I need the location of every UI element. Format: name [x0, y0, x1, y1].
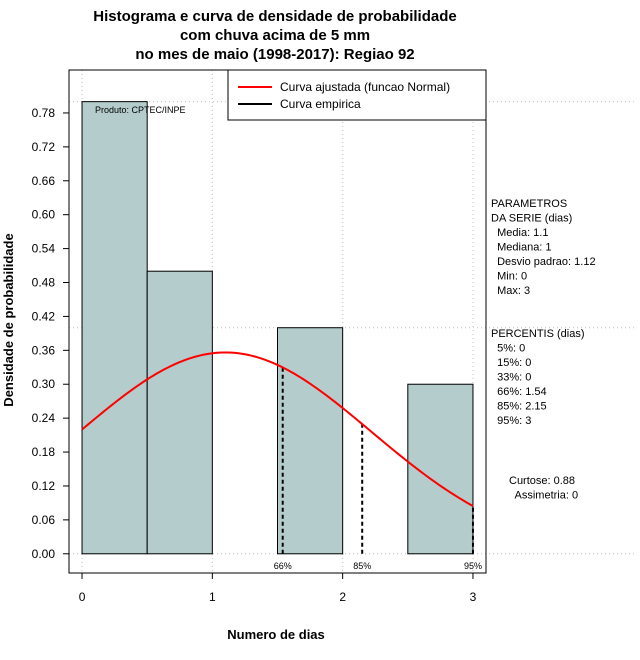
- y-tick-label-2: 0.12: [32, 479, 56, 493]
- percentis-line-5: 85%: 2.15: [491, 401, 547, 413]
- legend-label-empirical: Curva empirica: [280, 97, 361, 111]
- y-tick-label-13: 0.78: [32, 106, 56, 120]
- y-tick-label-8: 0.48: [32, 276, 56, 290]
- percentis-line-1: 5%: 0: [491, 343, 525, 355]
- percentis-block: PERCENTIS (dias) 5%: 0 15%: 0 33%: 0 66%…: [491, 328, 585, 427]
- params-line-4: Desvio padrao: 1.12: [491, 256, 596, 268]
- product-label: Produto: CPTEC/INPE: [95, 105, 186, 115]
- bars-layer: [81, 101, 474, 555]
- params-line-2: Media: 1.1: [491, 227, 548, 239]
- percentile-marker-label-2: 95%: [464, 561, 482, 571]
- axes-layer: 0 1 2 3 0.00 0.06 0.12 0.18 0.24 0.30 0.36 0.42 0.48…: [32, 106, 477, 604]
- legend: Curva ajustada (funcao Normal) Curva emp…: [227, 69, 487, 121]
- x-axis-label: Numero de dias: [227, 627, 325, 642]
- normal-curve-line: [81, 351, 474, 507]
- x-tick-label-2: 2: [339, 590, 346, 604]
- y-tick-label-3: 0.18: [32, 445, 56, 459]
- y-tick-label-11: 0.66: [32, 174, 56, 188]
- stats-block: Curtose: 0.88 Assimetria: 0: [509, 475, 578, 502]
- percentis-line-6: 95%: 3: [491, 415, 531, 427]
- percentile-marker-label-0: 66%: [274, 561, 292, 571]
- histogram-bar-0: [81, 101, 148, 555]
- percentis-line-0: PERCENTIS (dias): [491, 328, 585, 340]
- histogram-bar-1: [146, 270, 213, 555]
- x-tick-label-0: 0: [79, 590, 86, 604]
- percentile-marker-label-1: 85%: [353, 561, 371, 571]
- chart-title-line-3: no mes de maio (1998-2017): Regiao 92: [135, 46, 414, 63]
- percentis-line-2: 15%: 0: [491, 357, 531, 369]
- params-block: PARAMETROS DA SERIE (dias) Media: 1.1 Med…: [491, 198, 596, 297]
- params-line-3: Mediana: 1: [491, 242, 552, 254]
- percentis-line-4: 66%: 1.54: [491, 386, 547, 398]
- chart-title-line-1: Histograma e curva de densidade de proba…: [93, 8, 456, 25]
- y-tick-label-9: 0.54: [32, 242, 56, 256]
- params-line-1: DA SERIE (dias): [491, 213, 572, 225]
- legend-label-fitted: Curva ajustada (funcao Normal): [280, 80, 450, 94]
- params-line-6: Max: 3: [491, 285, 530, 297]
- y-tick-label-1: 0.06: [32, 513, 56, 527]
- y-tick-label-10: 0.60: [32, 208, 56, 222]
- stats-line-1: Assimetria: 0: [509, 490, 578, 502]
- x-tick-label-3: 3: [470, 590, 477, 604]
- legend-box: [227, 69, 487, 121]
- y-tick-label-4: 0.24: [32, 411, 56, 425]
- chart-title-line-2: com chuva acima de 5 mm: [180, 27, 370, 44]
- y-tick-label-6: 0.36: [32, 343, 56, 357]
- histogram-bar-2: [277, 327, 344, 555]
- y-tick-label-0: 0.00: [32, 547, 56, 561]
- y-axis-label: Densidade de probabilidade: [1, 233, 16, 406]
- y-tick-label-7: 0.42: [32, 309, 56, 323]
- percentis-line-3: 33%: 0: [491, 372, 531, 384]
- params-line-0: PARAMETROS: [491, 198, 567, 210]
- grid-layer: [69, 70, 636, 573]
- percentile-markers: 66% 85% 95%: [274, 367, 482, 571]
- y-tick-label-5: 0.30: [32, 377, 56, 391]
- x-tick-label-1: 1: [209, 590, 216, 604]
- y-tick-label-12: 0.72: [32, 140, 56, 154]
- stats-line-0: Curtose: 0.88: [509, 475, 575, 487]
- params-line-5: Min: 0: [491, 271, 527, 283]
